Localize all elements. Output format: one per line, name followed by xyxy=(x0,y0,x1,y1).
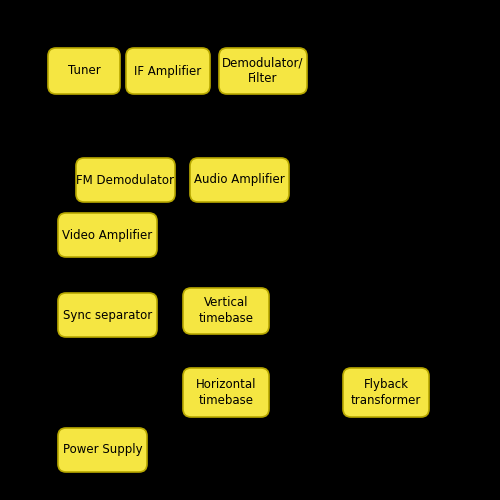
FancyBboxPatch shape xyxy=(183,368,269,417)
FancyBboxPatch shape xyxy=(219,48,307,94)
Text: Tuner: Tuner xyxy=(68,64,100,78)
Text: Flyback
transformer: Flyback transformer xyxy=(351,378,421,407)
Text: Vertical
timebase: Vertical timebase xyxy=(198,296,254,326)
Text: Sync separator: Sync separator xyxy=(63,308,152,322)
FancyBboxPatch shape xyxy=(126,48,210,94)
Text: IF Amplifier: IF Amplifier xyxy=(134,64,202,78)
FancyBboxPatch shape xyxy=(58,213,157,257)
FancyBboxPatch shape xyxy=(48,48,120,94)
Text: FM Demodulator: FM Demodulator xyxy=(76,174,174,186)
FancyBboxPatch shape xyxy=(183,288,269,334)
FancyBboxPatch shape xyxy=(58,428,147,472)
FancyBboxPatch shape xyxy=(76,158,175,202)
Text: Video Amplifier: Video Amplifier xyxy=(62,228,152,241)
Text: Power Supply: Power Supply xyxy=(62,444,142,456)
FancyBboxPatch shape xyxy=(343,368,429,417)
Text: Audio Amplifier: Audio Amplifier xyxy=(194,174,285,186)
FancyBboxPatch shape xyxy=(190,158,289,202)
Text: Demodulator/
Filter: Demodulator/ Filter xyxy=(222,56,304,86)
Text: Horizontal
timebase: Horizontal timebase xyxy=(196,378,256,407)
FancyBboxPatch shape xyxy=(58,293,157,337)
